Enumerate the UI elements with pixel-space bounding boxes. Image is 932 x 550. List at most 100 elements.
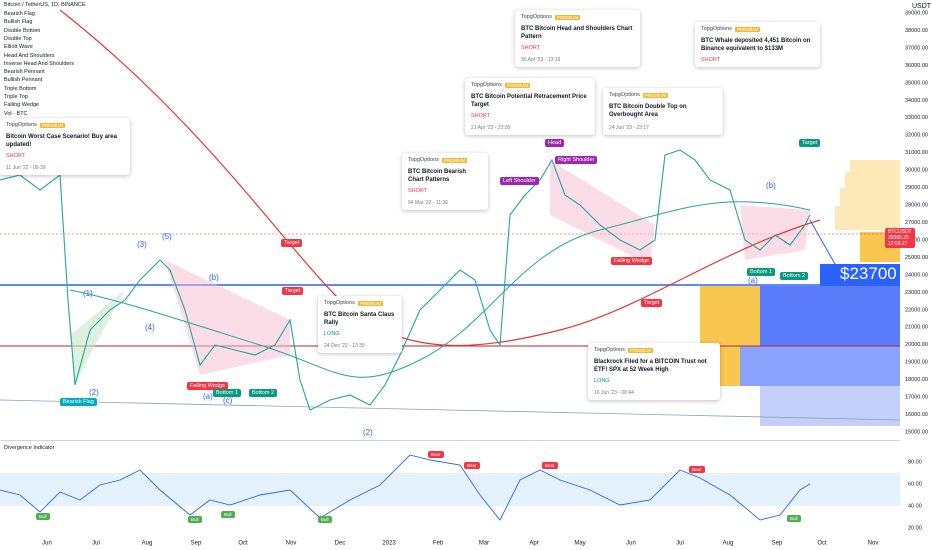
price-tick-label: 39000.00: [905, 10, 928, 16]
idea-card: TopgOptions PREMIUM Blackrock Filed for a …: [588, 343, 720, 400]
time-tick-label: 2023: [382, 541, 396, 547]
pattern-label: Target: [799, 139, 821, 147]
price-tick-label: 34000.00: [905, 98, 928, 104]
signal: LONG: [594, 378, 610, 384]
price-tick-label: 30000.00: [905, 168, 928, 174]
brand: TopgOptions: [594, 347, 625, 353]
indicator-name: Bearish Pennant: [4, 69, 45, 76]
pattern-label: Falling Wedge: [187, 382, 229, 390]
idea-card: TopgOptions PREMIUM BTC Bitcoin Santa Clau…: [318, 296, 402, 353]
time-tick-label: Nov: [286, 541, 297, 547]
pattern-label: Target: [282, 287, 304, 295]
countdown: 12:56:27: [888, 241, 908, 247]
signal: SHORT: [701, 57, 721, 63]
card-header: TopgOptions PREMIUM: [324, 300, 396, 306]
price-tick-label: 28000.00: [905, 203, 928, 209]
signal-tag: Bull: [188, 516, 202, 523]
time-tick-label: Nov: [868, 541, 879, 547]
price-tick-label: 33000.00: [905, 115, 928, 121]
card-date: 21 Apr '23 - 23:05: [471, 125, 511, 131]
brand: TopgOptions: [324, 300, 355, 306]
time-tick-label: Oct: [817, 541, 827, 547]
time-tick-label: Jul: [92, 541, 100, 547]
price-tick-label: 19000.00: [905, 360, 928, 366]
pattern-area: [740, 205, 810, 260]
currency: USDT: [912, 3, 932, 10]
idea-card: TopgOptions PREMIUM BTC Bitcoin Potential …: [465, 78, 595, 135]
brand: TopgOptions: [701, 26, 732, 32]
time-tick-label: Jun: [42, 541, 52, 547]
ma-line: [59, 9, 821, 347]
price-tick-label: 15000.00: [905, 429, 928, 435]
badge: PREMIUM: [734, 26, 761, 32]
badge: PREMIUM: [357, 300, 384, 306]
idea-card: TopgOptions PREMIUM BTC Bitcoin Head and S…: [515, 10, 640, 67]
price-tick-label: 38000.00: [905, 28, 928, 34]
time-tick-label: Sep: [772, 541, 783, 547]
signal: SHORT: [471, 113, 491, 119]
idea-card: TopgOptions PREMIUM BTC Bitcoin Double Top…: [603, 88, 723, 135]
osc-tick-label: 60.00: [908, 481, 922, 487]
price-tick-label: 21000.00: [905, 325, 928, 331]
signal: SHORT: [521, 45, 541, 51]
card-date: 11 Jun '22 - 09:39: [6, 165, 46, 171]
card-title: Bitcoin Worst Case Scenario! Buy area up…: [6, 134, 117, 148]
badge: PREMIUM: [504, 82, 531, 88]
time-tick-label: Apr: [529, 541, 538, 547]
osc-tick-label: 20.00: [908, 525, 922, 531]
pattern-label: Head: [545, 139, 565, 147]
time-tick-label: Feb: [433, 541, 444, 547]
signal: SHORT: [6, 153, 26, 159]
brand: TopgOptions: [521, 14, 552, 20]
signal-tag: Bull: [318, 516, 332, 523]
price-tick-label: 18000.00: [905, 377, 928, 383]
card-title: Blackrock Filed for a BITCOIN Trust not …: [594, 359, 707, 373]
time-tick-label: Sep: [191, 541, 202, 547]
price-tick-label: 25000.00: [905, 255, 928, 261]
card-header: TopgOptions PREMIUM: [408, 157, 482, 163]
badge: PREMIUM: [441, 157, 468, 163]
level-label: $23700: [838, 264, 899, 284]
card-date: 04 Mar '22 - 11:36: [408, 200, 449, 206]
time-tick-label: May: [574, 541, 585, 547]
wave-label: (c): [223, 396, 233, 405]
signal: SHORT: [408, 188, 428, 194]
signal-tag: Bull: [787, 515, 801, 522]
pattern-label: Bottom 2: [780, 272, 809, 280]
card-date: 30 Apr '23 - 13:19: [521, 57, 561, 63]
card-date: 24 Jun '23 - 23:17: [609, 125, 649, 131]
indicator-name: Head And Shoulders: [4, 52, 55, 59]
card-header: TopgOptions PREMIUM: [6, 122, 124, 128]
brand: TopgOptions: [408, 157, 439, 163]
oscillator-band: [0, 473, 900, 506]
time-tick-label: Mar: [479, 541, 489, 547]
ma-line: [69, 201, 811, 378]
indicator-name: Vol · BTC: [4, 110, 28, 117]
signal-tag: Bear: [542, 462, 558, 469]
card-date: 16 Jun '23 - 00:44: [594, 390, 634, 396]
vwap-line: [0, 399, 901, 421]
card-title: BTC Bitcoin Santa Claus Rally: [324, 312, 395, 326]
signal-tag: Bull: [221, 511, 235, 518]
pattern-label: Bottom 1: [213, 389, 242, 397]
signal-tag: Bear: [464, 462, 480, 469]
time-tick-label: Aug: [142, 541, 153, 547]
signal: LONG: [324, 331, 340, 337]
price-tick-label: 16000.00: [905, 412, 928, 418]
pattern-area: [165, 260, 290, 375]
badge: PREMIUM: [627, 347, 654, 353]
card-header: TopgOptions PREMIUM: [609, 92, 717, 98]
badge: PREMIUM: [554, 14, 581, 20]
price-tick-label: 29000.00: [905, 185, 928, 191]
wave-label: (1): [83, 289, 93, 298]
pattern-area: [70, 290, 125, 385]
price-line: [0, 149, 811, 411]
indicator-name: Falling Wedge: [4, 102, 40, 109]
time-tick-label: Aug: [723, 541, 734, 547]
idea-card: TopgOptions PREMIUM BTC Bitcoin Bearish Ch…: [402, 153, 488, 210]
price-tick-label: 20000.00: [905, 342, 928, 348]
time-tick-label: Dec: [335, 541, 346, 547]
indicator-name: Elliott Wave: [4, 44, 33, 51]
wave-label: (b): [766, 181, 776, 190]
